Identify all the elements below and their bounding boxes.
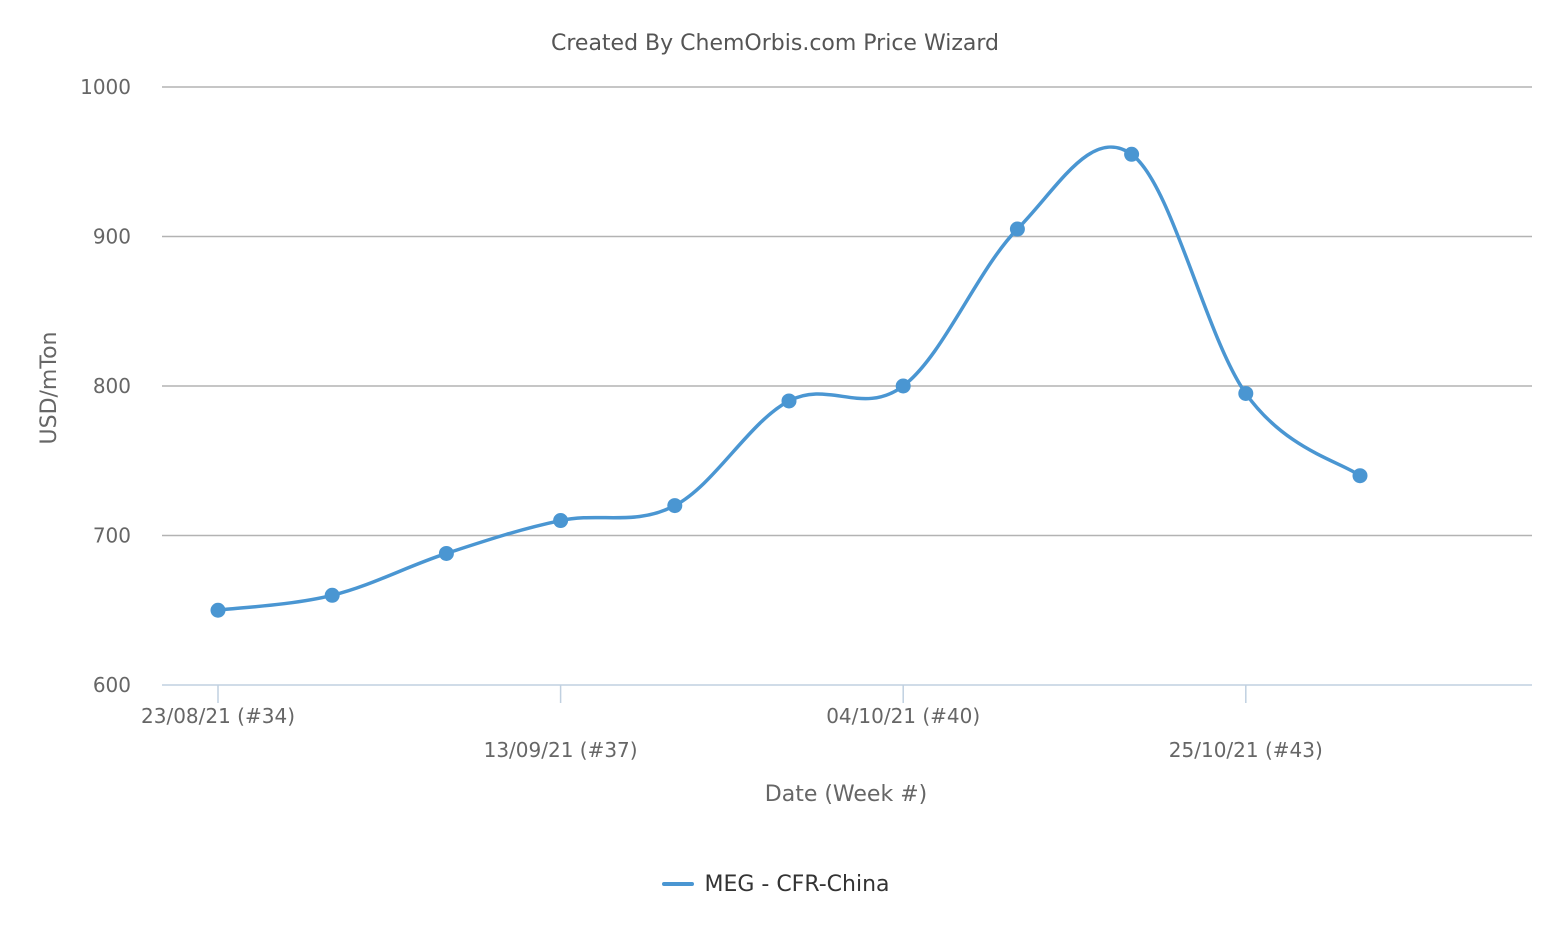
x-tick-label: 04/10/21 (#40) [826, 704, 980, 728]
x-tick-label: 23/08/21 (#34) [141, 704, 295, 728]
price-chart: Created By ChemOrbis.com Price Wizard 60… [37, 31, 1532, 807]
y-tick-label-700: 700 [93, 524, 131, 548]
x-axis: 23/08/21 (#34) 13/09/21 (#37) 04/10/21 (#4… [141, 684, 1532, 762]
x-axis-label: Date (Week #) [765, 782, 927, 807]
data-point-2[interactable] [438, 545, 454, 561]
y-axis-ticks: 600 700 800 900 1000 [80, 75, 131, 697]
y-tick-label-800: 800 [93, 374, 131, 398]
data-point-6[interactable] [895, 378, 911, 394]
legend-label: MEG - CFR-China [704, 871, 890, 897]
series-meg-cfr-china [210, 145, 1368, 618]
data-point-10[interactable] [1352, 468, 1368, 484]
data-point-8[interactable] [1124, 146, 1140, 162]
gridlines [162, 86, 1532, 537]
y-tick-label-1000: 1000 [80, 75, 131, 99]
y-axis-label: USD/mTon [37, 332, 62, 445]
y-tick-label-900: 900 [93, 225, 131, 249]
series-line [217, 145, 1362, 612]
x-tick-label: 25/10/21 (#43) [1169, 738, 1323, 762]
data-point-5[interactable] [781, 393, 797, 409]
data-point-4[interactable] [667, 498, 683, 514]
data-point-0[interactable] [210, 602, 226, 618]
chart-title: Created By ChemOrbis.com Price Wizard [551, 31, 999, 56]
data-point-1[interactable] [324, 587, 340, 603]
data-point-3[interactable] [553, 513, 569, 529]
x-tick-label: 13/09/21 (#37) [484, 738, 638, 762]
y-tick-label-600: 600 [93, 673, 131, 697]
data-point-7[interactable] [1009, 221, 1025, 237]
legend[interactable]: MEG - CFR-China [0, 866, 1552, 902]
data-point-9[interactable] [1238, 385, 1254, 401]
legend-swatch [662, 882, 695, 886]
